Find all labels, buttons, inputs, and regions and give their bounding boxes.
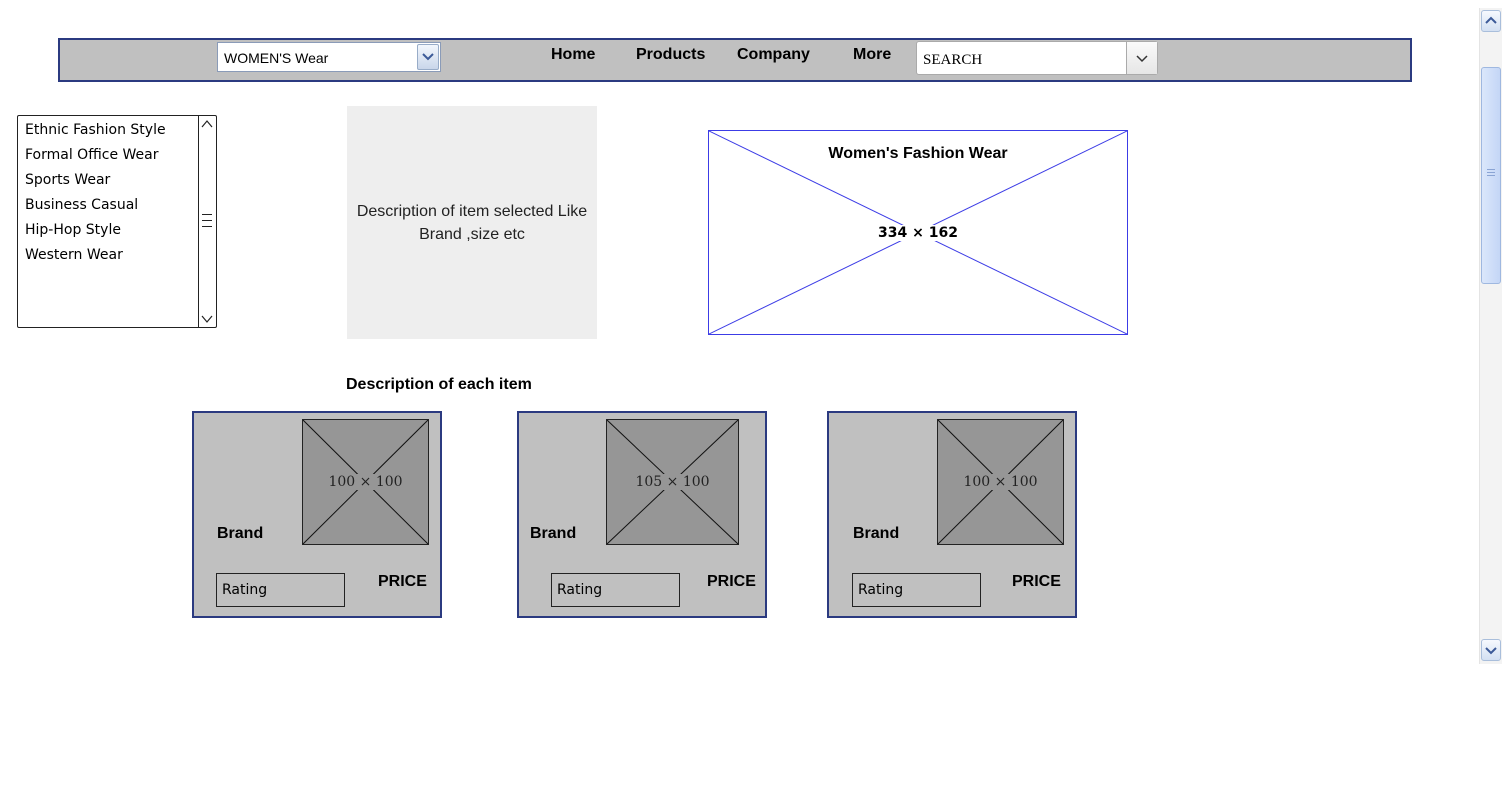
search-combobox[interactable]: SEARCH bbox=[916, 41, 1158, 75]
scroll-up-button[interactable] bbox=[1481, 10, 1501, 32]
nav-home[interactable]: Home bbox=[551, 46, 596, 63]
list-item[interactable]: Sports Wear bbox=[25, 172, 111, 188]
product-image[interactable]: 100 × 100 bbox=[302, 419, 429, 545]
product-price: PRICE bbox=[1012, 573, 1061, 590]
item-description-text: Description of item selected Like Brand ,… bbox=[356, 203, 588, 243]
product-image[interactable]: 100 × 100 bbox=[937, 419, 1064, 545]
list-item[interactable]: Formal Office Wear bbox=[25, 147, 159, 163]
image-dimensions: 100 × 100 bbox=[326, 474, 405, 490]
product-card[interactable]: 100 × 100 Brand Rating PRICE bbox=[192, 411, 442, 618]
scroll-thumb[interactable] bbox=[1481, 67, 1501, 284]
list-item[interactable]: Ethnic Fashion Style bbox=[25, 122, 166, 138]
banner-image-placeholder: Women's Fashion Wear 334 × 162 bbox=[708, 130, 1128, 335]
list-item[interactable]: Business Casual bbox=[25, 197, 139, 213]
chevron-up-icon[interactable] bbox=[201, 119, 213, 129]
category-select[interactable]: WOMEN'S Wear bbox=[217, 42, 441, 72]
product-brand: Brand bbox=[853, 525, 900, 542]
product-card[interactable]: 100 × 100 Brand Rating PRICE bbox=[827, 411, 1077, 618]
item-description-panel: Description of item selected Like Brand ,… bbox=[347, 106, 597, 339]
nav-company[interactable]: Company bbox=[737, 46, 810, 63]
product-price: PRICE bbox=[707, 573, 756, 590]
product-image[interactable]: 105 × 100 bbox=[606, 419, 739, 545]
category-select-value: WOMEN'S Wear bbox=[224, 50, 329, 66]
list-scroll-thumb[interactable] bbox=[202, 209, 212, 237]
chevron-up-icon bbox=[1485, 16, 1497, 24]
chevron-down-icon bbox=[1485, 647, 1497, 655]
chevron-down-icon[interactable] bbox=[417, 44, 439, 70]
product-rating[interactable]: Rating bbox=[551, 573, 680, 607]
category-list[interactable]: Ethnic Fashion Style Formal Office Wear … bbox=[17, 115, 217, 328]
image-dimensions: 105 × 100 bbox=[633, 474, 712, 490]
list-scrollbar[interactable] bbox=[198, 116, 216, 327]
image-dimensions: 100 × 100 bbox=[961, 474, 1040, 490]
product-rating[interactable]: Rating bbox=[852, 573, 981, 607]
product-brand: Brand bbox=[530, 525, 577, 542]
banner-title: Women's Fashion Wear bbox=[828, 145, 1008, 162]
product-brand: Brand bbox=[217, 525, 264, 542]
section-heading: Description of each item bbox=[346, 376, 532, 393]
search-input[interactable]: SEARCH bbox=[923, 52, 983, 68]
chevron-down-icon[interactable] bbox=[1126, 42, 1157, 74]
rating-label: Rating bbox=[557, 582, 603, 598]
product-price: PRICE bbox=[378, 573, 427, 590]
rating-label: Rating bbox=[858, 582, 904, 598]
product-rating[interactable]: Rating bbox=[216, 573, 345, 607]
product-card[interactable]: 105 × 100 Brand Rating PRICE bbox=[517, 411, 767, 618]
banner-dimensions: 334 × 162 bbox=[874, 225, 962, 241]
nav-more[interactable]: More bbox=[853, 46, 892, 63]
list-item[interactable]: Western Wear bbox=[25, 247, 123, 263]
page-scrollbar[interactable] bbox=[1479, 8, 1502, 664]
list-item[interactable]: Hip-Hop Style bbox=[25, 222, 121, 238]
scroll-down-button[interactable] bbox=[1481, 639, 1501, 661]
nav-products[interactable]: Products bbox=[636, 46, 706, 63]
chevron-down-icon[interactable] bbox=[201, 314, 213, 324]
rating-label: Rating bbox=[222, 582, 268, 598]
